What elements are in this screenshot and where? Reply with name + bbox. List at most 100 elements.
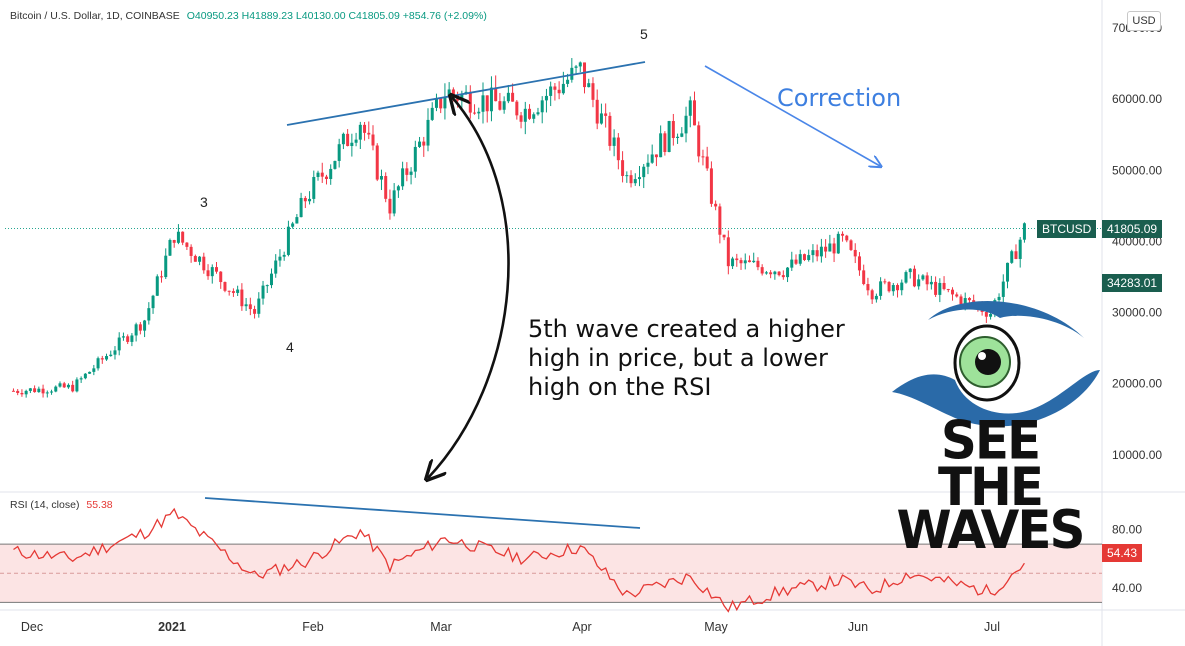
candle [921, 274, 925, 281]
candle-body [426, 119, 430, 146]
candle [726, 230, 730, 275]
candle-body [934, 281, 938, 295]
candle [705, 146, 709, 171]
candle [223, 281, 227, 293]
time-tick-label-7: Jul [984, 620, 1000, 634]
candle [515, 100, 519, 120]
candle-body [253, 309, 257, 314]
candle-body [714, 203, 718, 207]
price-tick-label-1: 20000.00 [1112, 377, 1162, 391]
candle [654, 154, 658, 167]
candle [58, 381, 62, 388]
candle-body [418, 141, 422, 147]
candle-body [963, 298, 967, 306]
candle [1006, 262, 1010, 289]
candle [540, 96, 544, 124]
candle [561, 71, 565, 95]
candle-body [477, 111, 481, 114]
candle-body [857, 256, 861, 271]
candle [477, 107, 481, 120]
candle-body [984, 311, 988, 317]
candle-body [329, 168, 333, 179]
candle [900, 279, 904, 296]
candle [20, 389, 24, 397]
candle [794, 254, 798, 265]
candle-body [756, 260, 760, 268]
candle [625, 171, 629, 183]
candle-body [130, 335, 134, 342]
logo-glint [978, 352, 986, 360]
logo-pupil [975, 349, 1001, 375]
candle-body [705, 156, 709, 169]
candle-body [282, 254, 286, 257]
candle-body [853, 249, 857, 257]
candle-body [320, 172, 324, 177]
candle [151, 294, 155, 314]
candle-body [891, 285, 895, 292]
candle [917, 274, 921, 290]
candle [523, 101, 527, 135]
candle [75, 377, 79, 393]
candle-body [676, 136, 680, 138]
candle [155, 274, 159, 296]
candle-body [896, 285, 900, 291]
candle [938, 278, 942, 303]
candle-body [908, 268, 912, 273]
candle [100, 355, 104, 364]
candle-body [566, 79, 570, 84]
candle [231, 288, 235, 297]
candle-body [324, 176, 328, 179]
candle-body [802, 254, 806, 261]
candle [532, 112, 536, 124]
candle [743, 253, 747, 270]
candle-body [849, 240, 853, 250]
candle-body [752, 260, 756, 263]
candle-body [312, 176, 316, 199]
candle-body [147, 308, 151, 321]
candle-body [308, 198, 312, 202]
candle-body [866, 284, 870, 291]
wave-label-4: 4 [286, 339, 294, 355]
candle [83, 373, 87, 380]
correction-label: Correction [777, 84, 902, 112]
candle [502, 96, 506, 114]
candle-body [489, 87, 493, 112]
candle [371, 125, 375, 151]
candle-body [967, 298, 971, 301]
divergence-note: 5th wave created a higher high in price,… [528, 315, 845, 401]
candle-body [870, 290, 874, 300]
candle-body [1014, 251, 1018, 259]
candle [739, 257, 743, 270]
price-tick-label-4: 50000.00 [1112, 163, 1162, 177]
candle-body [24, 390, 28, 395]
candle [367, 121, 371, 140]
candle-body [41, 388, 45, 394]
candle-body [815, 250, 819, 257]
candle-body [591, 83, 595, 100]
candle [227, 290, 231, 296]
candle-body [540, 100, 544, 113]
candle-body [278, 256, 282, 261]
candle-body [126, 336, 130, 342]
candle-body [912, 268, 916, 287]
candle-body [341, 133, 345, 145]
candle [769, 270, 773, 279]
candle-body [100, 358, 104, 360]
candle [951, 287, 955, 301]
candle [388, 189, 392, 220]
candle-body [79, 378, 83, 380]
candle-body [244, 304, 248, 307]
candle [147, 302, 151, 325]
candle [24, 389, 28, 398]
candle [418, 136, 422, 148]
currency-button[interactable]: USD [1127, 11, 1161, 31]
candle [384, 172, 388, 203]
candle [777, 271, 781, 277]
candle-body [430, 107, 434, 120]
candle-body [786, 267, 790, 278]
candle-body [1010, 251, 1014, 263]
candle [549, 81, 553, 107]
candle [815, 244, 819, 262]
candle-body [286, 226, 290, 255]
candle [819, 238, 823, 263]
